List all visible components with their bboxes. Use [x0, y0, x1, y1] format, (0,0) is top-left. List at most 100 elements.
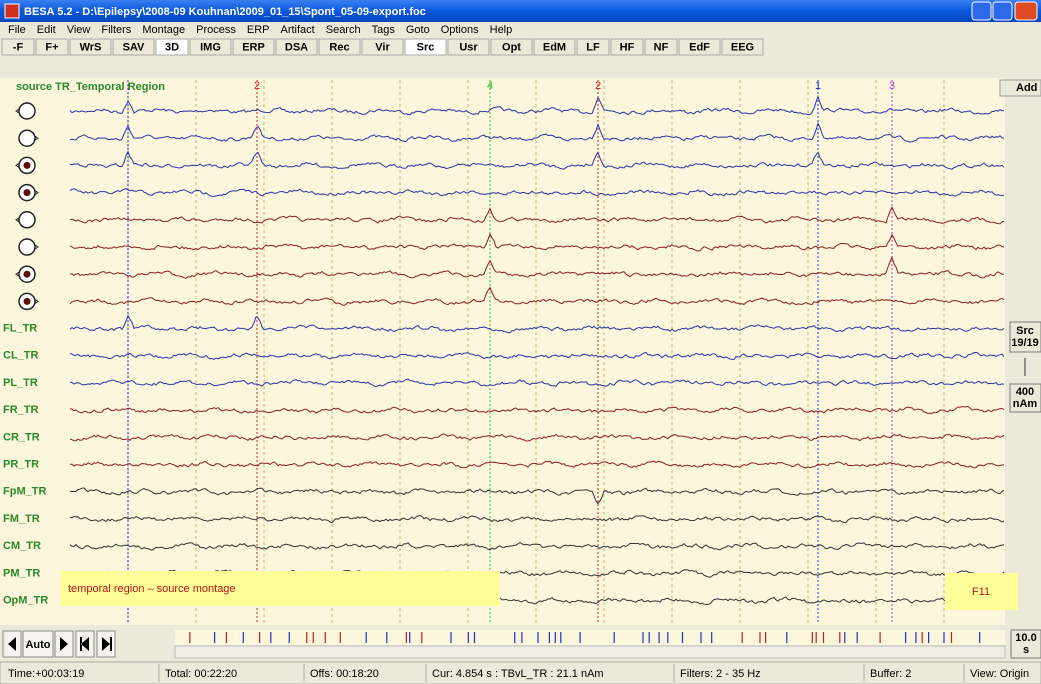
- toolbar-button[interactable]: [112, 38, 155, 56]
- scale-unit: nAm: [1013, 398, 1038, 410]
- toolbar-label: Rec: [329, 41, 349, 53]
- auto-label: Auto: [25, 639, 50, 651]
- toolbar-label: SAV: [123, 41, 145, 53]
- channel-label: CR_TR: [3, 431, 40, 443]
- toolbar-button[interactable]: [69, 38, 112, 56]
- toolbar-button[interactable]: [361, 38, 404, 56]
- source-icon-nose: [15, 271, 20, 277]
- toolbar-label: -F: [13, 41, 24, 53]
- toolbar-button[interactable]: [189, 38, 232, 56]
- marker-label: 2: [595, 80, 601, 92]
- toolbar-button[interactable]: [275, 38, 318, 56]
- window-title: BESA 5.2 - D:\Epilepsy\2008-09 Kouhnan\2…: [24, 6, 426, 18]
- menu-item[interactable]: Edit: [37, 24, 56, 36]
- close-button[interactable]: [1014, 1, 1038, 21]
- minimize-button[interactable]: [971, 1, 992, 21]
- toolbar-label: Vir: [375, 41, 390, 53]
- toolbar-button[interactable]: [1, 38, 35, 56]
- toolbar-label: ERP: [242, 41, 265, 53]
- menu-item[interactable]: Goto: [406, 24, 430, 36]
- auto-button[interactable]: [22, 630, 54, 658]
- page-button[interactable]: [1010, 629, 1041, 659]
- traces: 2 4 2 1 3 FL_TR CL_TR PL_TR FR_TR CR_TR PR_TR FpM_T…: [3, 80, 1005, 624]
- toolbar-label: LF: [586, 41, 600, 53]
- start-icon: [80, 637, 89, 651]
- toolbar-button[interactable]: [644, 38, 678, 56]
- add-button[interactable]: [999, 79, 1041, 97]
- toolbar-button[interactable]: [576, 38, 610, 56]
- menu-item[interactable]: Artifact: [281, 24, 315, 36]
- eeg-trace: [69, 351, 1005, 361]
- source-icon-dot: [23, 270, 31, 278]
- menu-item[interactable]: ERP: [247, 24, 270, 36]
- eeg-trace: [69, 188, 1005, 198]
- eeg-trace: [69, 433, 1005, 442]
- marker-label: 1: [815, 80, 821, 92]
- status-field: Time:+00:03:19: [8, 668, 84, 680]
- source-icon-nose: [15, 162, 20, 168]
- toolbar-buttons: -F F+ WrS SAV 3D IMG ERP DSA Rec Vir Src Usr Opt EdM L…: [1, 38, 764, 56]
- toolbar-button[interactable]: [721, 38, 764, 56]
- montage-label: source TR_Temporal Region: [16, 81, 165, 93]
- toolbar-label: F+: [45, 41, 58, 53]
- source-icon-dot: [23, 297, 31, 305]
- scrollbar[interactable]: [174, 645, 1006, 659]
- eeg-trace: [69, 255, 1005, 279]
- page-unit: s: [1023, 644, 1029, 656]
- toolbar-button[interactable]: [35, 38, 69, 56]
- status-field: Filters: 2 - 35 Hz: [680, 668, 761, 680]
- channel-label: FM_TR: [3, 513, 40, 525]
- status-field: Offs: 00:18:20: [310, 668, 379, 680]
- toolbar-button[interactable]: [678, 38, 721, 56]
- toolbar-button[interactable]: [533, 38, 576, 56]
- source-icon: [18, 211, 36, 229]
- event-bar: [175, 630, 1005, 645]
- key-text: F11: [972, 586, 990, 598]
- eeg-trace: [69, 150, 1005, 170]
- scale-button[interactable]: [1009, 383, 1041, 413]
- toolbar-button[interactable]: [610, 38, 644, 56]
- toolbar-label: HF: [620, 41, 635, 53]
- app-icon: [4, 3, 20, 19]
- channel-label: FR_TR: [3, 404, 39, 416]
- menu-item[interactable]: Tags: [372, 24, 396, 36]
- menu-item[interactable]: Search: [326, 24, 361, 36]
- toolbar-label: NF: [654, 41, 669, 53]
- toolbar-label: DSA: [285, 41, 308, 53]
- channel-label: FL_TR: [3, 323, 37, 335]
- channel-label: PR_TR: [3, 459, 39, 471]
- src-button[interactable]: [1009, 321, 1041, 353]
- menu-item[interactable]: Process: [196, 24, 236, 36]
- eeg-trace: [69, 460, 1005, 469]
- menu-item[interactable]: Montage: [142, 24, 185, 36]
- marker-label: 4: [487, 80, 493, 92]
- toolbar-button[interactable]: [490, 38, 533, 56]
- channel-label: OpM_TR: [3, 595, 48, 607]
- toolbar-button[interactable]: [318, 38, 361, 56]
- maximize-button[interactable]: [992, 1, 1013, 21]
- add-label: Add: [1016, 82, 1037, 94]
- menu-item[interactable]: View: [67, 24, 91, 36]
- toolbar-button[interactable]: [447, 38, 490, 56]
- toolbar-button[interactable]: [155, 38, 189, 56]
- source-icon-dot: [23, 161, 31, 169]
- source-icon: [18, 129, 36, 147]
- channel-label: FpM_TR: [3, 486, 46, 498]
- source-icon-nose: [34, 298, 39, 304]
- source-icon-nose: [34, 190, 39, 196]
- source-icon-nose: [34, 244, 39, 250]
- menu-item[interactable]: File: [8, 24, 26, 36]
- toolbar-button[interactable]: [232, 38, 275, 56]
- menu-item[interactable]: Help: [490, 24, 513, 36]
- toolbar-button[interactable]: [404, 38, 447, 56]
- menu-item[interactable]: Options: [441, 24, 479, 36]
- status-field: View: Origin: [970, 668, 1029, 680]
- eeg-trace: [69, 487, 1005, 505]
- toolbar-label: EdM: [543, 41, 566, 53]
- event-ticks: [189, 632, 981, 643]
- status-field: Buffer: 2: [870, 668, 911, 680]
- key-box: [945, 573, 1018, 610]
- source-icon-dot: [23, 189, 31, 197]
- menu-item[interactable]: Filters: [101, 24, 131, 36]
